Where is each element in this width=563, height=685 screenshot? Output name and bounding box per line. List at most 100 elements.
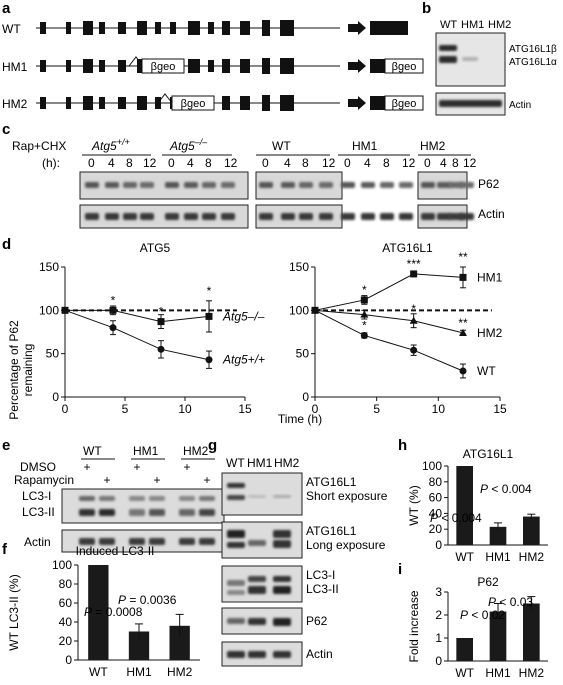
band (105, 213, 119, 220)
exon-box (155, 22, 161, 34)
exon-box (99, 22, 105, 34)
exon-box (118, 22, 126, 34)
y-tick-label: 50 (296, 347, 310, 361)
x-tick-label: 5 (122, 402, 129, 416)
exon-box (208, 60, 214, 72)
group-label: WT (272, 139, 291, 153)
data-point-square (157, 318, 165, 326)
y-axis-label-line2: remaining (21, 344, 35, 397)
exon-box (222, 59, 230, 73)
band (79, 538, 95, 545)
group-name: HM1 (352, 139, 378, 153)
lane-label-wt: WT (440, 19, 457, 31)
x-category-label: WT (455, 550, 474, 564)
dmso-plus: + (183, 460, 190, 474)
series-line (314, 309, 464, 334)
blot-label-actin: Actin (478, 207, 505, 221)
p-value-label: P < 0.004 (480, 482, 532, 496)
bgeo-cassette (384, 58, 424, 74)
rapamycin-label: Rapamycin (14, 473, 74, 487)
blot-label: Actin (306, 647, 333, 661)
arrow-icon (348, 21, 366, 35)
dmso-plus: + (133, 460, 140, 474)
band (259, 182, 273, 188)
series-label: Atg5+/+ (222, 353, 265, 367)
significance-marker: * (362, 318, 367, 332)
bar (489, 526, 507, 545)
p-value-label: P < 0.004 (430, 511, 482, 525)
y-tick-label: 150 (289, 260, 309, 274)
x-category-label: HM1 (485, 666, 511, 680)
band (79, 509, 95, 516)
data-point-square (459, 273, 467, 281)
group-label: HM1 (133, 444, 159, 458)
exon-box (240, 21, 250, 35)
band (421, 182, 435, 188)
panel-letter-h: h (398, 437, 407, 454)
panel-letter-a: a (2, 0, 11, 17)
band (281, 182, 295, 188)
bgeo-label: βgeo (151, 61, 176, 73)
significance-marker: * (111, 293, 116, 307)
group-name: Atg5 (91, 139, 117, 153)
y-tick-label: 150 (39, 260, 59, 274)
blot-label: LC3-II (306, 582, 339, 596)
chart-title: ATG16L1 (382, 241, 433, 255)
band (248, 651, 266, 658)
significance-marker: ** (458, 250, 468, 264)
y-tick-label: 40 (429, 506, 443, 520)
treatment-label: Rap+CHX (12, 139, 66, 153)
bar (456, 638, 473, 661)
exon-box (208, 22, 214, 34)
x-category-label: HM1 (485, 550, 511, 564)
data-point-square (410, 270, 418, 278)
exon-box (262, 95, 270, 111)
band (221, 182, 235, 188)
p-symbol: P (460, 608, 468, 622)
group-superscript: +/+ (117, 137, 130, 147)
band (99, 538, 115, 545)
band (421, 213, 435, 220)
y-tick-label: 80 (59, 577, 73, 591)
band (248, 540, 266, 546)
band (460, 213, 474, 220)
exon-box (83, 21, 93, 35)
band (273, 576, 291, 582)
band (179, 538, 195, 545)
band (273, 540, 291, 548)
data-point-triangle (409, 316, 418, 324)
y-tick-label: 3 (435, 585, 442, 599)
significance-marker: * (362, 283, 367, 297)
bar (523, 603, 540, 661)
blot-label: Short exposure (306, 489, 388, 503)
group-name: WT (272, 139, 291, 153)
timepoint-label: 4 (187, 156, 194, 170)
band (361, 213, 375, 220)
chart-title: ATG16L1 (463, 447, 514, 461)
band (140, 213, 154, 220)
y-tick-label: 60 (59, 596, 73, 610)
p-value-label: P < 0.03 (488, 595, 533, 609)
exon-box (66, 97, 71, 109)
band (227, 530, 245, 538)
timepoint-label: 8 (126, 156, 133, 170)
rapamycin-plus: + (203, 473, 210, 487)
band (140, 182, 154, 188)
band-label-beta: ATG16L1β (509, 44, 557, 55)
blot-lc3 (61, 488, 225, 524)
band (99, 496, 115, 501)
p-value: < 0.004 (488, 482, 532, 496)
data-point-triangle (360, 310, 369, 318)
band (149, 509, 165, 516)
band (281, 213, 295, 220)
timepoint-label: 0 (88, 156, 95, 170)
p-value-label: P = 0.0008 (84, 605, 143, 619)
dmso-plus: + (83, 460, 90, 474)
band (123, 213, 137, 220)
p-value: = 0.0008 (92, 605, 143, 619)
y-tick-label: 100 (289, 303, 309, 317)
